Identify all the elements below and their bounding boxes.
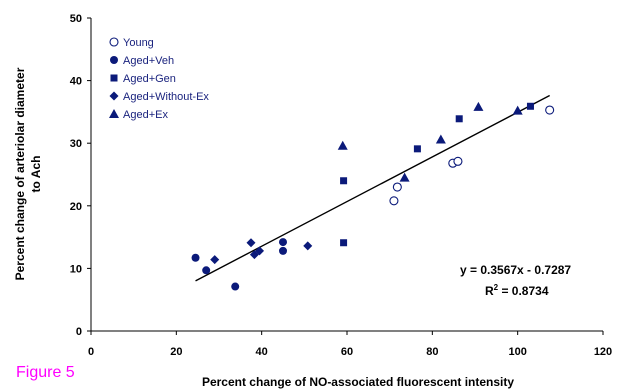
point-aged-ex — [399, 172, 410, 182]
legend: Young Aged+Veh Aged+Gen Aged+Without-Ex Aged… — [109, 37, 209, 121]
r2-prefix: R — [485, 284, 494, 298]
trendline — [195, 94, 550, 282]
legend-label-aged-ex: Aged+Ex — [123, 109, 168, 121]
x-axis-title: Percent change of NO-associated fluoresc… — [202, 375, 514, 389]
legend-marker-aged-veh — [110, 56, 118, 64]
x-tick-label: 120 — [594, 346, 612, 358]
point-aged-gen — [455, 115, 463, 123]
point-aged-veh — [191, 253, 200, 262]
x-tick-label: 80 — [426, 346, 438, 358]
axes: 0 20 40 60 80 100 120 0 10 20 30 40 50 — [70, 13, 612, 358]
point-young — [453, 156, 463, 166]
x-tick-label: 0 — [88, 346, 94, 358]
y-tick-label: 10 — [70, 263, 82, 275]
legend-marker-young — [109, 37, 119, 47]
figure-label: Figure 5 — [16, 364, 75, 381]
data-points — [191, 101, 555, 291]
legend-marker-aged-gen — [110, 74, 118, 82]
point-young — [392, 182, 402, 192]
x-tick-label: 60 — [341, 346, 353, 358]
legend-marker-aged-without-ex — [109, 91, 119, 101]
y-tick-label: 50 — [70, 13, 82, 25]
point-aged-gen — [340, 239, 348, 247]
point-aged-gen — [526, 102, 534, 110]
legend-label-aged-gen: Aged+Gen — [123, 73, 176, 85]
y-tick-label: 40 — [70, 76, 82, 88]
point-aged-veh — [279, 238, 287, 247]
point-aged-ex — [337, 140, 348, 150]
y-tick-label: 30 — [70, 138, 82, 150]
r2-value: = 0.8734 — [498, 284, 549, 298]
regression-line — [195, 94, 550, 282]
point-aged-ex — [512, 105, 523, 115]
r-squared-label: R2 = 0.8734 — [485, 283, 549, 298]
y-axis-title-line-2: to Ach — [29, 156, 43, 193]
point-aged-veh — [279, 246, 287, 255]
point-young — [389, 196, 399, 206]
legend-label-young: Young — [123, 37, 154, 49]
legend-marker-aged-ex — [109, 109, 119, 118]
regression-equation: y = 0.3567x - 0.7287 — [460, 263, 571, 277]
y-tick-label: 0 — [76, 326, 82, 338]
point-aged-ex — [435, 134, 446, 144]
point-aged-ex — [473, 101, 484, 111]
x-tick-label: 100 — [508, 346, 526, 358]
legend-label-aged-without-ex: Aged+Without-Ex — [123, 91, 209, 103]
point-aged-veh — [202, 266, 211, 275]
r2-superscript: 2 — [494, 283, 499, 292]
point-aged-without-ex — [255, 246, 265, 256]
y-tick-label: 20 — [70, 201, 82, 213]
point-aged-veh — [231, 282, 240, 291]
point-aged-without-ex — [303, 241, 313, 251]
x-tick-label: 40 — [256, 346, 268, 358]
point-aged-gen — [413, 145, 421, 153]
point-aged-without-ex — [210, 255, 220, 265]
point-aged-without-ex — [246, 238, 256, 248]
point-aged-gen — [340, 177, 348, 185]
x-tick-label: 20 — [170, 346, 182, 358]
y-axis-title-line-1: Percent change of arteriolar diameter — [13, 67, 27, 280]
point-young — [545, 105, 555, 115]
legend-label-aged-veh: Aged+Veh — [123, 55, 174, 67]
